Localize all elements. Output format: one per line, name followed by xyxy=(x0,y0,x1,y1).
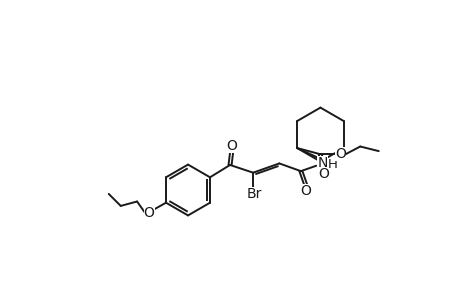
Text: O: O xyxy=(143,206,154,220)
Text: O: O xyxy=(317,167,328,181)
Text: Br: Br xyxy=(246,187,262,201)
Text: N: N xyxy=(317,156,327,170)
Text: O: O xyxy=(334,147,345,161)
Text: H: H xyxy=(327,158,337,172)
Text: O: O xyxy=(299,184,310,198)
Text: O: O xyxy=(226,140,236,154)
